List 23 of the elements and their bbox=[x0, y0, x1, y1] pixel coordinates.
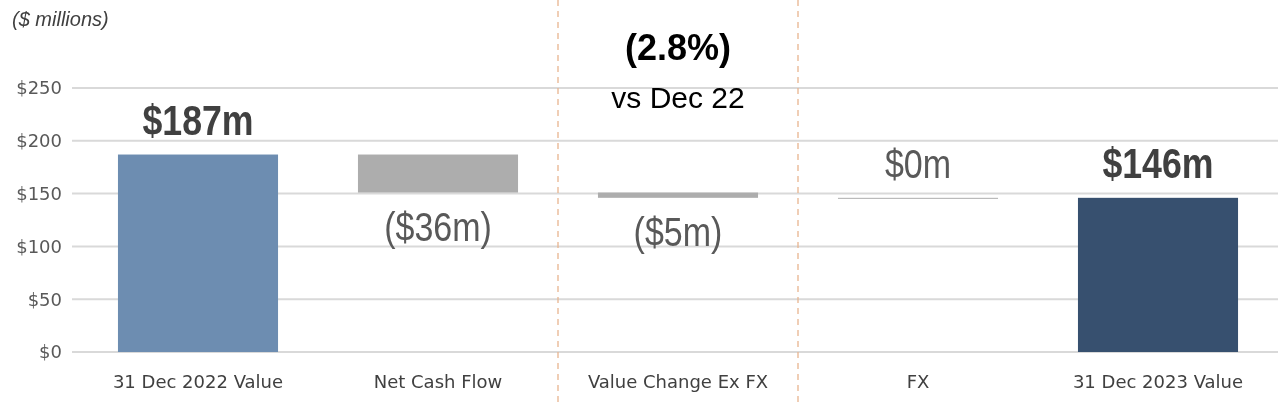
x-tick-label: 31 Dec 2022 Value bbox=[112, 371, 284, 392]
text: ($ millions) bbox=[12, 8, 109, 30]
bar bbox=[597, 192, 759, 198]
x-tick-label: Value Change Ex FX bbox=[587, 371, 769, 392]
y-tick-label: $200 bbox=[16, 130, 62, 152]
y-tick-label: $50 bbox=[27, 288, 62, 310]
x-tick-label: FX bbox=[906, 371, 930, 392]
data-label: ($5m) bbox=[633, 209, 723, 255]
y-tick-label: $100 bbox=[16, 235, 62, 257]
bar bbox=[1077, 197, 1239, 352]
data-label: $146m bbox=[1102, 140, 1214, 187]
x-tick-label: 31 Dec 2023 Value bbox=[1072, 371, 1244, 392]
annotation: vs Dec 22 bbox=[611, 81, 745, 114]
data-label: $0m bbox=[884, 141, 952, 187]
data-label: ($36m) bbox=[384, 203, 492, 250]
bar bbox=[357, 154, 519, 193]
y-tick-label: $150 bbox=[16, 182, 62, 204]
y-tick-label: $0 bbox=[39, 341, 62, 363]
x-tick-label: Net Cash Flow bbox=[373, 371, 503, 392]
data-label: $187m bbox=[142, 96, 254, 144]
y-tick-label: $250 bbox=[16, 77, 62, 99]
text: (2.8%) bbox=[624, 27, 732, 68]
bar bbox=[117, 154, 279, 352]
